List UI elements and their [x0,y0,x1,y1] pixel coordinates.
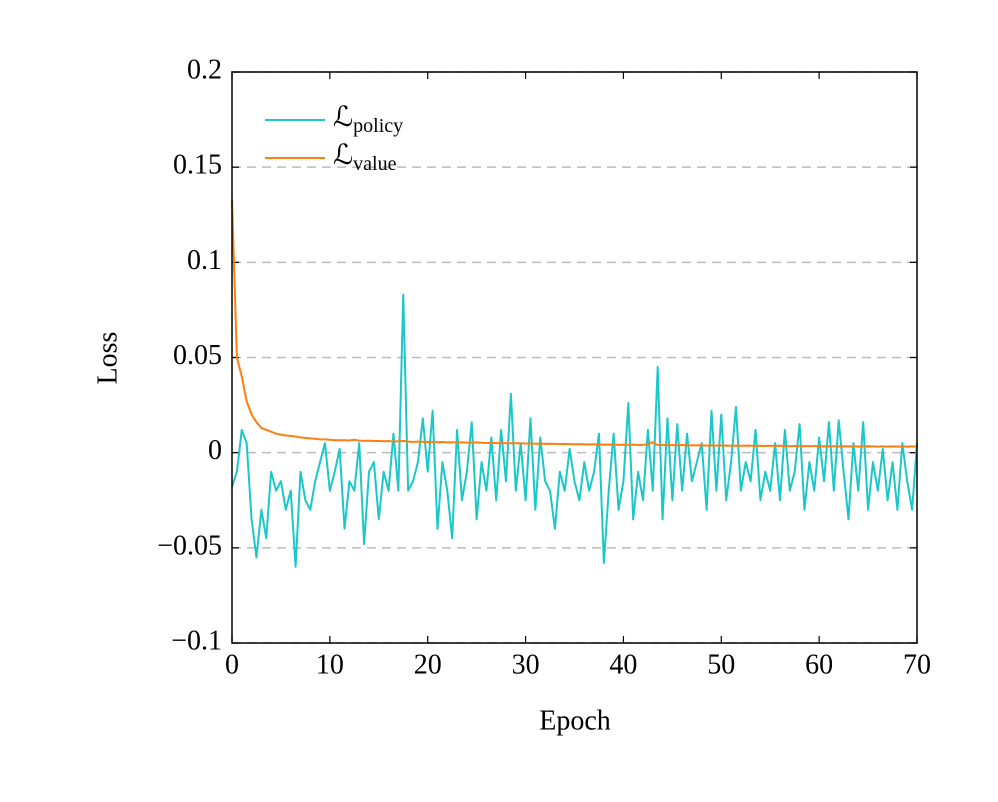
x-tick-label: 20 [414,649,442,680]
plot-frame [231,71,918,644]
x-tick-label: 10 [316,649,344,680]
x-axis-label: Epoch [539,705,611,736]
y-tick-label: 0.2 [187,54,222,85]
y-axis-label: Loss [92,332,123,385]
y-tick-label: −0.05 [157,530,222,561]
legend-label: ℒvalue [333,140,397,174]
x-tick-label: 60 [805,649,833,680]
y-tick-label: 0.05 [173,340,222,371]
legend-label: ℒpolicy [333,102,403,136]
y-tick-label: −0.1 [171,625,222,656]
x-tick-label: 70 [903,649,931,680]
x-tick-label: 0 [225,649,239,680]
y-tick-label: 0 [208,435,222,466]
line-series [231,199,918,448]
line-series [231,293,918,568]
x-tick-label: 50 [707,649,735,680]
x-tick-label: 40 [609,649,637,680]
x-tick-label: 30 [512,649,540,680]
y-tick-label: 0.15 [173,150,222,181]
y-tick-label: 0.1 [187,245,222,276]
